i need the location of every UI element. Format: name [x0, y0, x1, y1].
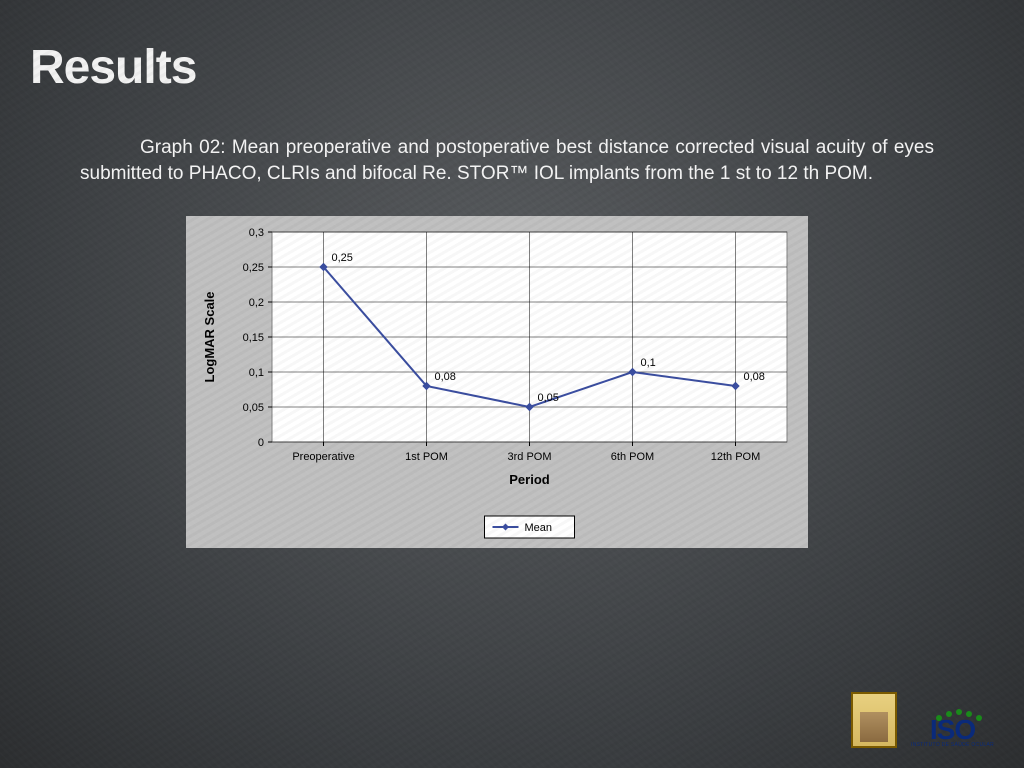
chart-caption: Graph 02: Mean preoperative and postoper… — [80, 135, 934, 186]
svg-text:Period: Period — [509, 472, 550, 487]
svg-text:0,15: 0,15 — [243, 332, 264, 344]
chart-container: 0 0,05 0,1 0,15 0,2 0,25 0,3 Preoperative 1st PO… — [30, 216, 964, 548]
svg-text:0,2: 0,2 — [249, 297, 264, 309]
slide: Results Graph 02: Mean preoperative and … — [0, 0, 1024, 768]
iso-logo-subtext: INSTITUTO DE SAÚDE OCULAR — [911, 742, 994, 748]
city-logo — [851, 692, 897, 748]
page-title: Results — [30, 40, 964, 95]
svg-text:0,25: 0,25 — [243, 262, 264, 274]
svg-text:0,08: 0,08 — [744, 371, 765, 383]
svg-text:3rd POM: 3rd POM — [507, 451, 551, 463]
iso-dots-icon — [936, 709, 982, 715]
svg-text:0: 0 — [258, 437, 264, 449]
svg-text:1st POM: 1st POM — [405, 451, 448, 463]
svg-text:0,1: 0,1 — [641, 357, 656, 369]
svg-text:Preoperative: Preoperative — [292, 451, 354, 463]
svg-text:0,05: 0,05 — [538, 392, 559, 404]
svg-text:0,25: 0,25 — [332, 252, 353, 264]
svg-text:0,08: 0,08 — [435, 371, 456, 383]
svg-text:6th POM: 6th POM — [611, 451, 654, 463]
svg-text:0,1: 0,1 — [249, 367, 264, 379]
line-chart: 0 0,05 0,1 0,15 0,2 0,25 0,3 Preoperative 1st PO… — [192, 222, 802, 542]
city-logo-icon — [851, 692, 897, 748]
chart-panel: 0 0,05 0,1 0,15 0,2 0,25 0,3 Preoperative 1st PO… — [186, 216, 808, 548]
svg-text:LogMAR Scale: LogMAR Scale — [202, 292, 217, 383]
svg-text:12th POM: 12th POM — [711, 451, 761, 463]
svg-text:0,3: 0,3 — [249, 227, 264, 239]
svg-text:0,05: 0,05 — [243, 402, 264, 414]
logo-row: ISO INSTITUTO DE SAÚDE OCULAR — [851, 692, 994, 748]
iso-logo: ISO INSTITUTO DE SAÚDE OCULAR — [911, 709, 994, 748]
svg-text:Mean: Mean — [525, 522, 553, 534]
